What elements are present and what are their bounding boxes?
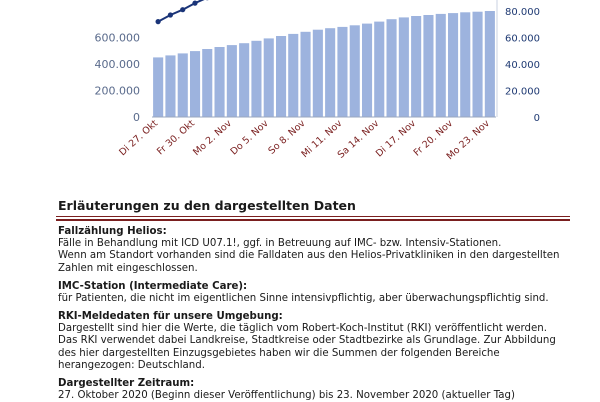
block-line: herangezogen: Deutschland. (58, 360, 573, 372)
right-axis-tick-label: 0 (534, 113, 540, 124)
bar-series (153, 11, 495, 117)
block-heading: RKI-Meldedaten für unsere Umgebung: (58, 311, 573, 323)
bar (448, 13, 458, 117)
heading-rule (56, 216, 570, 217)
bar (423, 15, 433, 117)
right-axis-tick-label: 80.000 (505, 7, 540, 18)
block-imc: IMC-Station (Intermediate Care): für Pat… (58, 281, 573, 305)
left-axis: 0 200.000 400.000 600.000 (95, 32, 141, 125)
bar (460, 12, 470, 117)
bar (153, 57, 163, 117)
bar (374, 22, 384, 117)
line-point (180, 7, 185, 12)
x-tick-label: Do 5. Nov (229, 118, 271, 158)
bar (485, 11, 495, 117)
x-tick-label: Fr 30. Okt (155, 118, 197, 157)
bar (251, 41, 261, 117)
block-line: des hier dargestellten Einzugsgebietes h… (58, 348, 573, 360)
bar (337, 27, 347, 117)
bar (387, 19, 397, 117)
left-axis-tick-label: 600.000 (95, 32, 141, 45)
line-point (192, 1, 197, 6)
hospitalization-chart: 0 200.000 400.000 600.000 0 20.000 40.000 60.0… (0, 0, 600, 190)
block-heading: IMC-Station (Intermediate Care): (58, 281, 573, 293)
block-line: Zahlen mit eingeschlossen. (58, 263, 573, 275)
bar (399, 17, 409, 117)
right-axis: 0 20.000 40.000 60.000 80.000 (497, 0, 540, 124)
block-line: 27. Oktober 2020 (Beginn dieser Veröffen… (58, 390, 573, 402)
bar (301, 32, 311, 117)
bar (239, 43, 249, 117)
bar (202, 49, 212, 117)
block-heading: Dargestellter Zeitraum: (58, 378, 573, 390)
right-axis-tick-label: 40.000 (505, 60, 540, 71)
bar (264, 38, 274, 117)
bar (190, 51, 200, 117)
block-line: Fälle in Behandlung mit ICD U07.1!, ggf.… (58, 238, 573, 250)
section-heading: Erläuterungen zu den dargestellten Daten (58, 198, 356, 213)
right-axis-tick-label: 20.000 (505, 87, 540, 98)
right-axis-tick-label: 60.000 (505, 34, 540, 45)
block-line: Das RKI verwendet dabei Landkreise, Stad… (58, 335, 573, 347)
bar (350, 25, 360, 117)
bar (276, 36, 286, 117)
heading-rule-double (56, 219, 570, 221)
line-point (156, 19, 161, 24)
x-tick-label: Mo 2. Nov (191, 118, 234, 158)
line-point (168, 12, 173, 17)
bar (288, 34, 298, 117)
bar (215, 47, 225, 117)
block-rki: RKI-Meldedaten für unsere Umgebung: Darg… (58, 311, 573, 372)
left-axis-tick-label: 400.000 (95, 58, 141, 71)
bar (227, 45, 237, 117)
block-line: Wenn am Standort vorhanden sind die Fall… (58, 250, 573, 262)
left-axis-tick-label: 0 (133, 111, 140, 124)
block-heading: Fallzählung Helios: (58, 226, 573, 238)
bar (178, 53, 188, 117)
block-line: für Patienten, die nicht im eigentlichen… (58, 293, 573, 305)
bar (313, 30, 323, 117)
bar (165, 55, 175, 117)
bar (325, 28, 335, 117)
x-tick-label: Di 17. Nov (374, 118, 419, 160)
bar (473, 12, 483, 117)
bar (362, 24, 372, 117)
bar (436, 14, 446, 117)
block-fallzaehlung: Fallzählung Helios: Fälle in Behandlung … (58, 226, 573, 275)
bar (411, 16, 421, 117)
block-line: Dargestellt sind hier die Werte, die täg… (58, 323, 573, 335)
block-zeitraum: Dargestellter Zeitraum: 27. Oktober 2020… (58, 378, 573, 402)
left-axis-tick-label: 200.000 (95, 85, 141, 98)
line-series (156, 0, 210, 24)
